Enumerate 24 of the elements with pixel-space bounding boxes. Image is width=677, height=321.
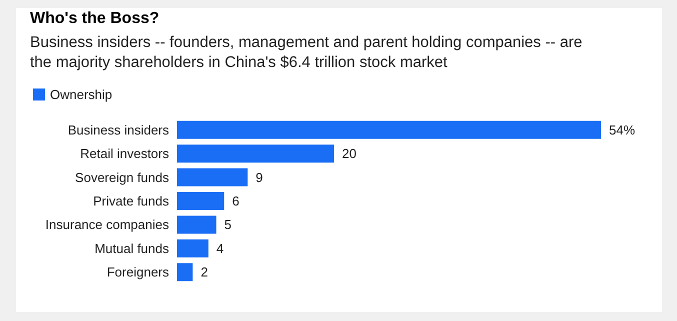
data-label: 2 xyxy=(200,264,208,280)
y-tick-label: Business insiders xyxy=(68,122,170,138)
chart-title: Who's the Boss? xyxy=(30,10,160,28)
bar xyxy=(177,168,248,186)
y-tick-label: Mutual funds xyxy=(94,240,170,256)
data-label: 9 xyxy=(256,170,263,185)
y-tick-label: Retail investors xyxy=(80,146,170,162)
data-label: 4 xyxy=(216,240,224,256)
y-tick-label: Insurance companies xyxy=(45,217,170,232)
y-tick-label: Private funds xyxy=(93,194,170,208)
bar xyxy=(177,216,216,234)
chart-subtitle: Business insiders -- founders, management and parent holding companies -- are the majority shareholders in China's $6.4 trillion stock market xyxy=(30,33,584,73)
data-label: 5 xyxy=(224,217,232,232)
data-label: 54% xyxy=(609,122,636,138)
data-label: 20 xyxy=(342,146,357,162)
y-tick-label: Foreigners xyxy=(106,264,170,280)
bar xyxy=(177,239,208,258)
data-label: 6 xyxy=(232,194,240,208)
bar xyxy=(177,192,224,210)
y-tick-label: Sovereign funds xyxy=(75,170,170,185)
bar xyxy=(177,263,193,282)
legend-label: Ownership xyxy=(50,87,112,102)
bar xyxy=(177,144,334,163)
bar xyxy=(177,120,601,139)
